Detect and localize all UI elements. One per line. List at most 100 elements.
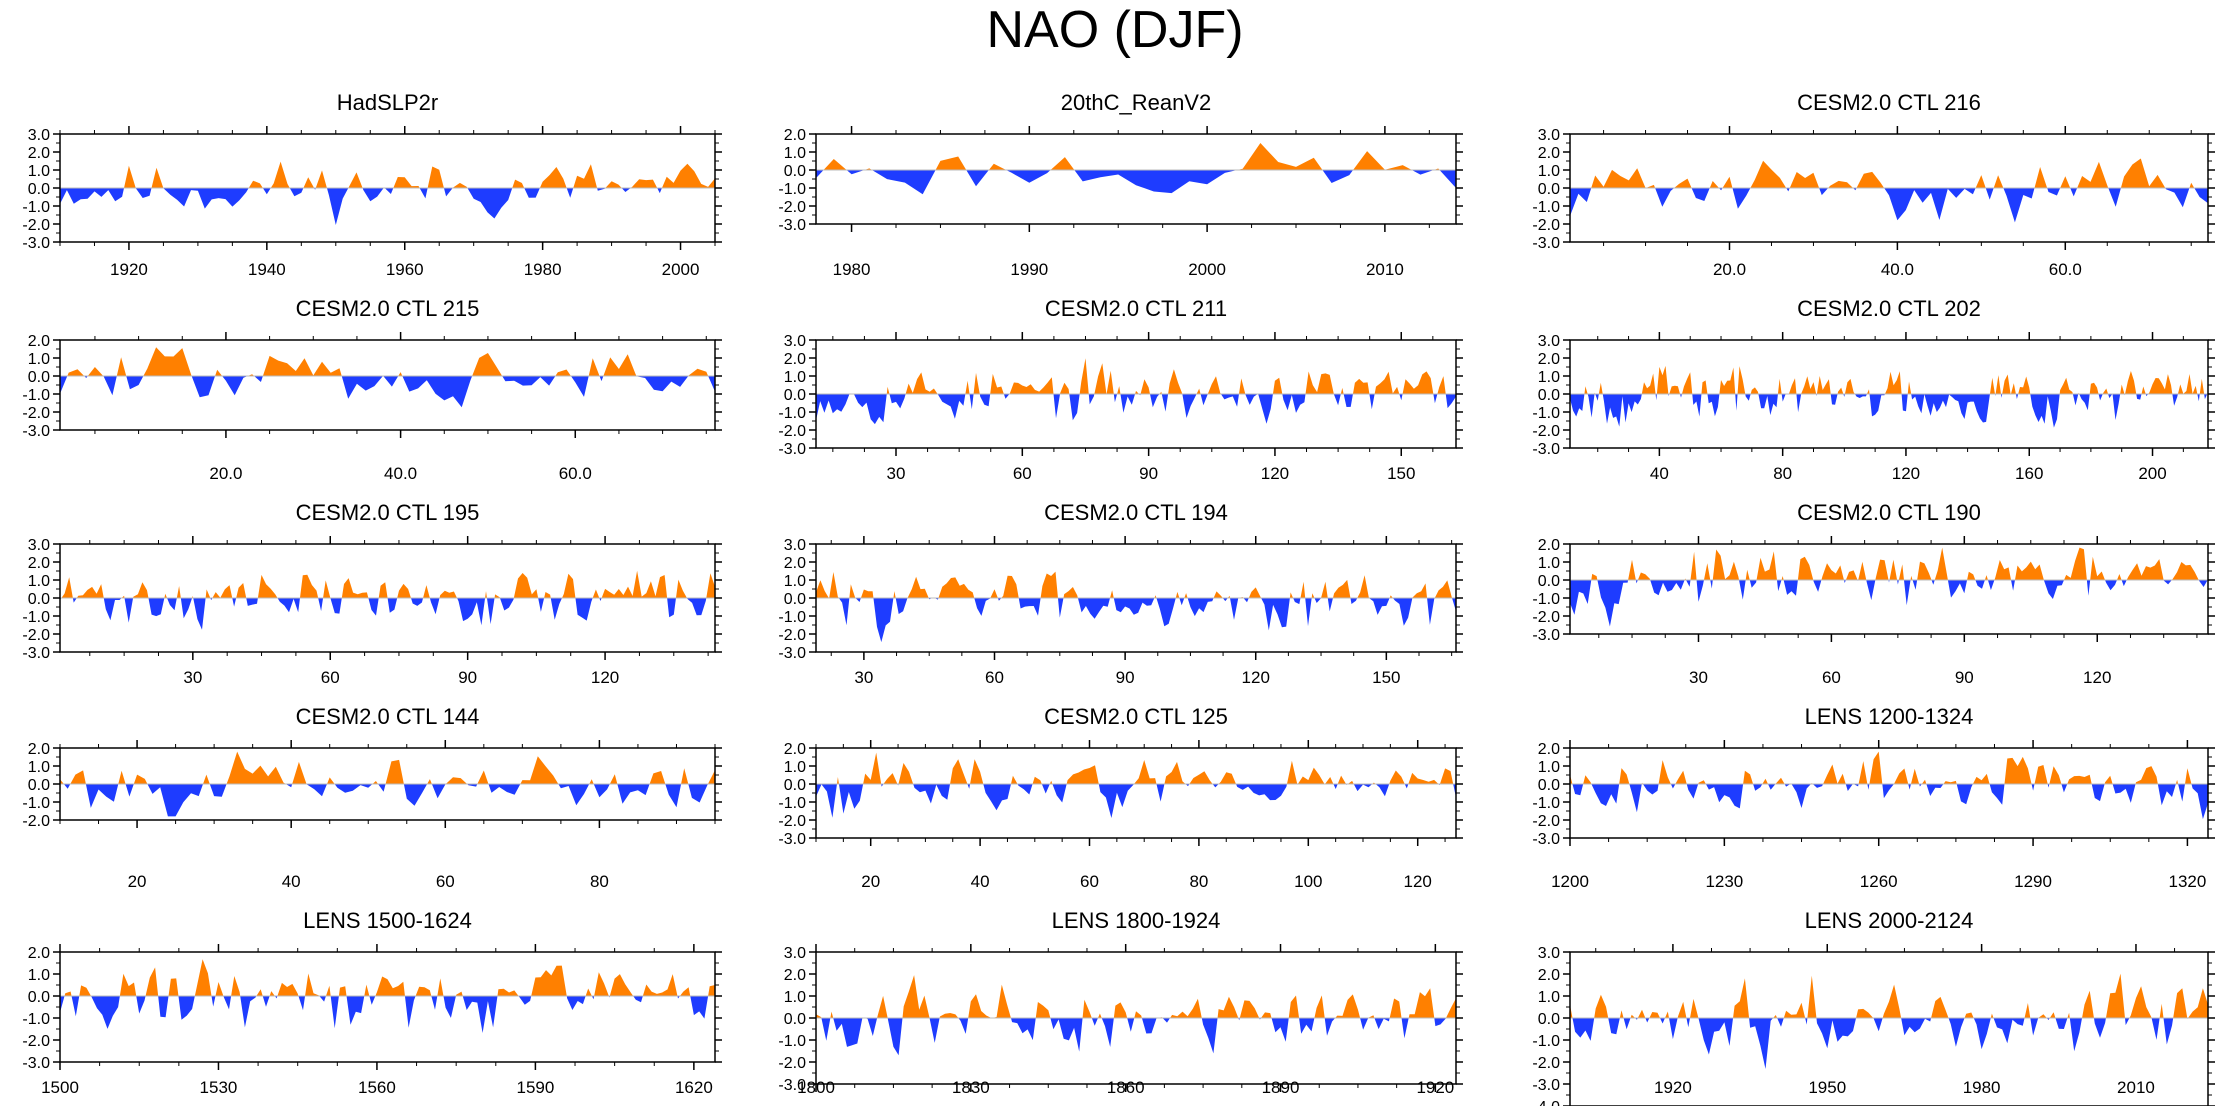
y-tick-label: -2.0 bbox=[778, 423, 806, 440]
y-tick-label: -1.0 bbox=[1532, 405, 1560, 422]
x-tick-label: 80 bbox=[590, 872, 609, 891]
x-tick-label: 1920 bbox=[1416, 1078, 1454, 1097]
y-tick-label: -3.0 bbox=[778, 645, 806, 662]
y-tick-label: 1.0 bbox=[1538, 555, 1560, 572]
y-tick-label: -2.0 bbox=[1532, 813, 1560, 830]
x-tick-label: 40.0 bbox=[384, 464, 417, 483]
x-tick-label: 120 bbox=[2083, 668, 2111, 687]
y-tick-label: 1.0 bbox=[28, 351, 50, 368]
x-tick-label: 90 bbox=[1955, 668, 1974, 687]
panel-title: CESM2.0 CTL 202 bbox=[1797, 296, 1981, 321]
y-tick-label: 2.0 bbox=[784, 967, 806, 984]
y-tick-label: -1.0 bbox=[778, 609, 806, 626]
y-tick-label: 2.0 bbox=[784, 741, 806, 758]
positive-area bbox=[816, 752, 1456, 784]
y-tick-label: 2.0 bbox=[28, 145, 50, 162]
y-tick-label: 2.0 bbox=[1538, 145, 1560, 162]
panel-cesm2-0-ctl-190: CESM2.0 CTL 190 2.01.00.0-1.0-2.0-3.0 30 60… bbox=[1532, 500, 2215, 687]
y-tick-label: 0.0 bbox=[1538, 181, 1560, 198]
negative-area bbox=[816, 170, 1456, 195]
x-tick-label: 60 bbox=[1822, 668, 1841, 687]
y-tick-label: 1.0 bbox=[1538, 369, 1560, 386]
panel-title: CESM2.0 CTL 215 bbox=[296, 296, 480, 321]
x-tick-label: 1620 bbox=[675, 1078, 713, 1097]
y-tick-label: 0.0 bbox=[784, 777, 806, 794]
panel-title: 20thC_ReanV2 bbox=[1061, 90, 1211, 115]
y-tick-label: -1.0 bbox=[22, 199, 50, 216]
y-tick-label: -2.0 bbox=[1532, 423, 1560, 440]
x-tick-label: 1920 bbox=[1654, 1078, 1692, 1097]
y-tick-label: -1.0 bbox=[778, 405, 806, 422]
positive-area bbox=[60, 570, 715, 598]
x-tick-label: 1500 bbox=[41, 1078, 79, 1097]
positive-area bbox=[60, 161, 715, 188]
x-tick-label: 160 bbox=[2015, 464, 2043, 483]
panel-title: LENS 2000-2124 bbox=[1805, 908, 1974, 933]
page-title: NAO (DJF) bbox=[986, 1, 1244, 59]
panel-cesm2-0-ctl-194: CESM2.0 CTL 194 3.02.01.00.0-1.0-2.0-3.0 3… bbox=[778, 500, 1463, 687]
y-tick-label: 1.0 bbox=[28, 759, 50, 776]
y-tick-label: 3.0 bbox=[784, 537, 806, 554]
y-tick-label: -3.0 bbox=[1532, 1077, 1560, 1094]
positive-area bbox=[816, 358, 1456, 394]
y-tick-label: -3.0 bbox=[778, 831, 806, 848]
y-tick-label: -1.0 bbox=[778, 1033, 806, 1050]
negative-area bbox=[1570, 784, 2208, 820]
panel-title: CESM2.0 CTL 216 bbox=[1797, 90, 1981, 115]
y-tick-label: 0.0 bbox=[1538, 1011, 1560, 1028]
x-tick-label: 1860 bbox=[1107, 1078, 1145, 1097]
y-tick-label: -3.0 bbox=[22, 235, 50, 252]
y-tick-label: 3.0 bbox=[28, 127, 50, 144]
y-tick-label: -1.0 bbox=[1532, 795, 1560, 812]
y-tick-label: 1.0 bbox=[28, 163, 50, 180]
x-tick-label: 120 bbox=[1892, 464, 1920, 483]
x-tick-label: 1590 bbox=[516, 1078, 554, 1097]
y-tick-label: 0.0 bbox=[784, 1011, 806, 1028]
y-tick-label: -2.0 bbox=[22, 217, 50, 234]
y-tick-label: 2.0 bbox=[28, 741, 50, 758]
y-tick-label: 3.0 bbox=[784, 945, 806, 962]
y-tick-label: -2.0 bbox=[1532, 609, 1560, 626]
panel-lens-1800-1924: LENS 1800-19243.02.01.00.0-1.0-2.0-3.018… bbox=[778, 908, 1463, 1097]
y-tick-label: 1.0 bbox=[1538, 163, 1560, 180]
x-tick-label: 60 bbox=[985, 668, 1004, 687]
x-tick-label: 20 bbox=[861, 872, 880, 891]
plot-frame bbox=[1569, 543, 2209, 635]
y-tick-label: -3.0 bbox=[778, 217, 806, 234]
x-tick-label: 120 bbox=[1242, 668, 1270, 687]
x-tick-label: 120 bbox=[1404, 872, 1432, 891]
x-tick-label: 40 bbox=[971, 872, 990, 891]
y-tick-label: -2.0 bbox=[778, 813, 806, 830]
y-tick-label: 2.0 bbox=[28, 333, 50, 350]
y-tick-label: -3.0 bbox=[778, 441, 806, 458]
positive-area bbox=[1570, 751, 2208, 784]
y-tick-label: 0.0 bbox=[784, 387, 806, 404]
y-tick-label: 2.0 bbox=[1538, 967, 1560, 984]
y-tick-label: 0.0 bbox=[1538, 387, 1560, 404]
panel-title: CESM2.0 CTL 194 bbox=[1044, 500, 1228, 525]
y-tick-label: 2.0 bbox=[28, 945, 50, 962]
y-tick-label: -1.0 bbox=[778, 795, 806, 812]
y-tick-label: 2.0 bbox=[1538, 537, 1560, 554]
x-tick-label: 90 bbox=[1139, 464, 1158, 483]
x-tick-label: 60.0 bbox=[2049, 260, 2082, 279]
y-tick-label: -1.0 bbox=[22, 795, 50, 812]
y-tick-label: -2.0 bbox=[778, 199, 806, 216]
y-tick-label: -3.0 bbox=[22, 423, 50, 440]
x-tick-label: 120 bbox=[591, 668, 619, 687]
y-tick-label: -1.0 bbox=[22, 609, 50, 626]
x-tick-label: 1560 bbox=[358, 1078, 396, 1097]
y-tick-label: 1.0 bbox=[28, 573, 50, 590]
y-tick-label: 0.0 bbox=[1538, 573, 1560, 590]
negative-area bbox=[1570, 188, 2208, 223]
x-tick-label: 80 bbox=[1189, 872, 1208, 891]
y-tick-label: -2.0 bbox=[1532, 1055, 1560, 1072]
panel-hadslp2r: HadSLP2r 3.02.01.00.0-1.0-2.0-3.0 1920 1940… bbox=[22, 90, 722, 279]
x-tick-label: 1530 bbox=[200, 1078, 238, 1097]
x-tick-label: 80 bbox=[1773, 464, 1792, 483]
y-tick-label: -3.0 bbox=[1532, 235, 1560, 252]
positive-area bbox=[1570, 547, 2208, 580]
y-tick-label: 1.0 bbox=[784, 989, 806, 1006]
y-tick-label: -1.0 bbox=[1532, 1033, 1560, 1050]
